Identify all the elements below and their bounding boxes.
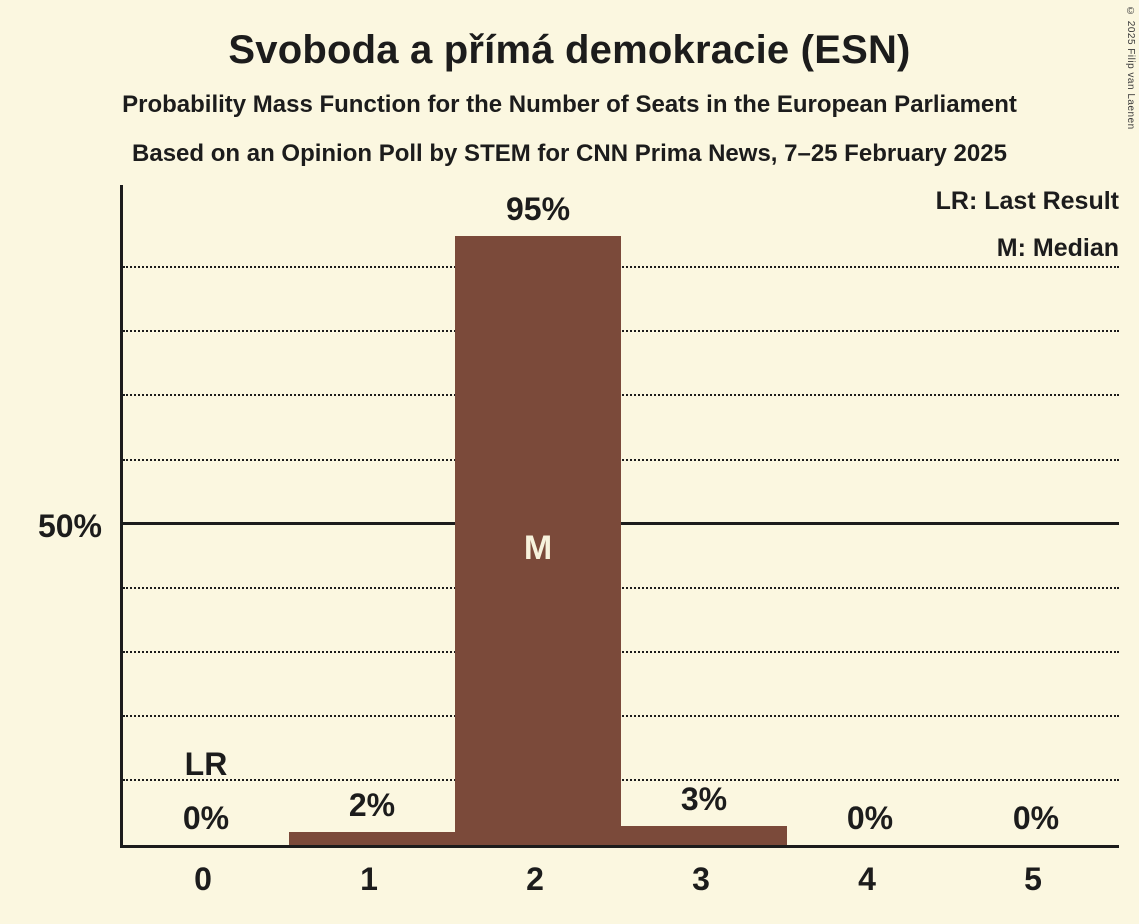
value-label-seats-1: 2% <box>348 787 396 824</box>
bar-seats-1 <box>289 832 455 845</box>
x-tick-3: 3 <box>692 861 710 897</box>
gridline-10-dotted <box>123 778 1119 781</box>
gridline-90-dotted <box>123 266 1119 269</box>
legend-median: M: Median <box>996 234 1119 262</box>
plot-area: 0% 2% 95% 3% 0% 0% LR M <box>120 185 1119 848</box>
median-marker-label: M <box>523 528 553 567</box>
value-label-seats-0: 0% <box>182 800 230 836</box>
y-axis-50-percent-label: 50% <box>37 508 102 544</box>
gridline-70-dotted <box>123 394 1119 397</box>
gridline-20-dotted <box>123 714 1119 717</box>
value-label-seats-4: 0% <box>846 800 894 836</box>
value-label-seats-5: 0% <box>1012 800 1060 836</box>
gridline-80-dotted <box>123 330 1119 333</box>
gridline-50-solid <box>123 521 1119 525</box>
copyright-notice: © 2025 Filip van Laenen <box>1125 6 1136 130</box>
chart-title: Svoboda a přímá demokracie (ESN) <box>228 28 911 72</box>
x-tick-1: 1 <box>360 861 378 897</box>
x-tick-4: 4 <box>858 861 876 897</box>
bar-seats-2 <box>455 236 621 845</box>
legend: LR: Last Result M: Median <box>936 186 1119 263</box>
x-tick-5: 5 <box>1024 861 1042 897</box>
chart-subtitle-poll: Based on an Opinion Poll by STEM for CNN… <box>132 140 1007 167</box>
gridline-40-dotted <box>123 586 1119 589</box>
value-label-seats-3: 3% <box>680 780 728 817</box>
value-label-seats-2: 95% <box>505 191 571 228</box>
x-axis-labels: 0 1 2 3 4 5 <box>120 861 1119 903</box>
bar-seats-3 <box>621 825 787 845</box>
x-tick-0: 0 <box>194 861 212 897</box>
chart-subtitle-pmf: Probability Mass Function for the Number… <box>122 91 1017 118</box>
gridline-60-dotted <box>123 458 1119 461</box>
legend-last-result: LR: Last Result <box>935 187 1119 215</box>
gridline-30-dotted <box>123 650 1119 653</box>
last-result-marker-label: LR <box>184 746 228 782</box>
x-tick-2: 2 <box>526 861 544 897</box>
